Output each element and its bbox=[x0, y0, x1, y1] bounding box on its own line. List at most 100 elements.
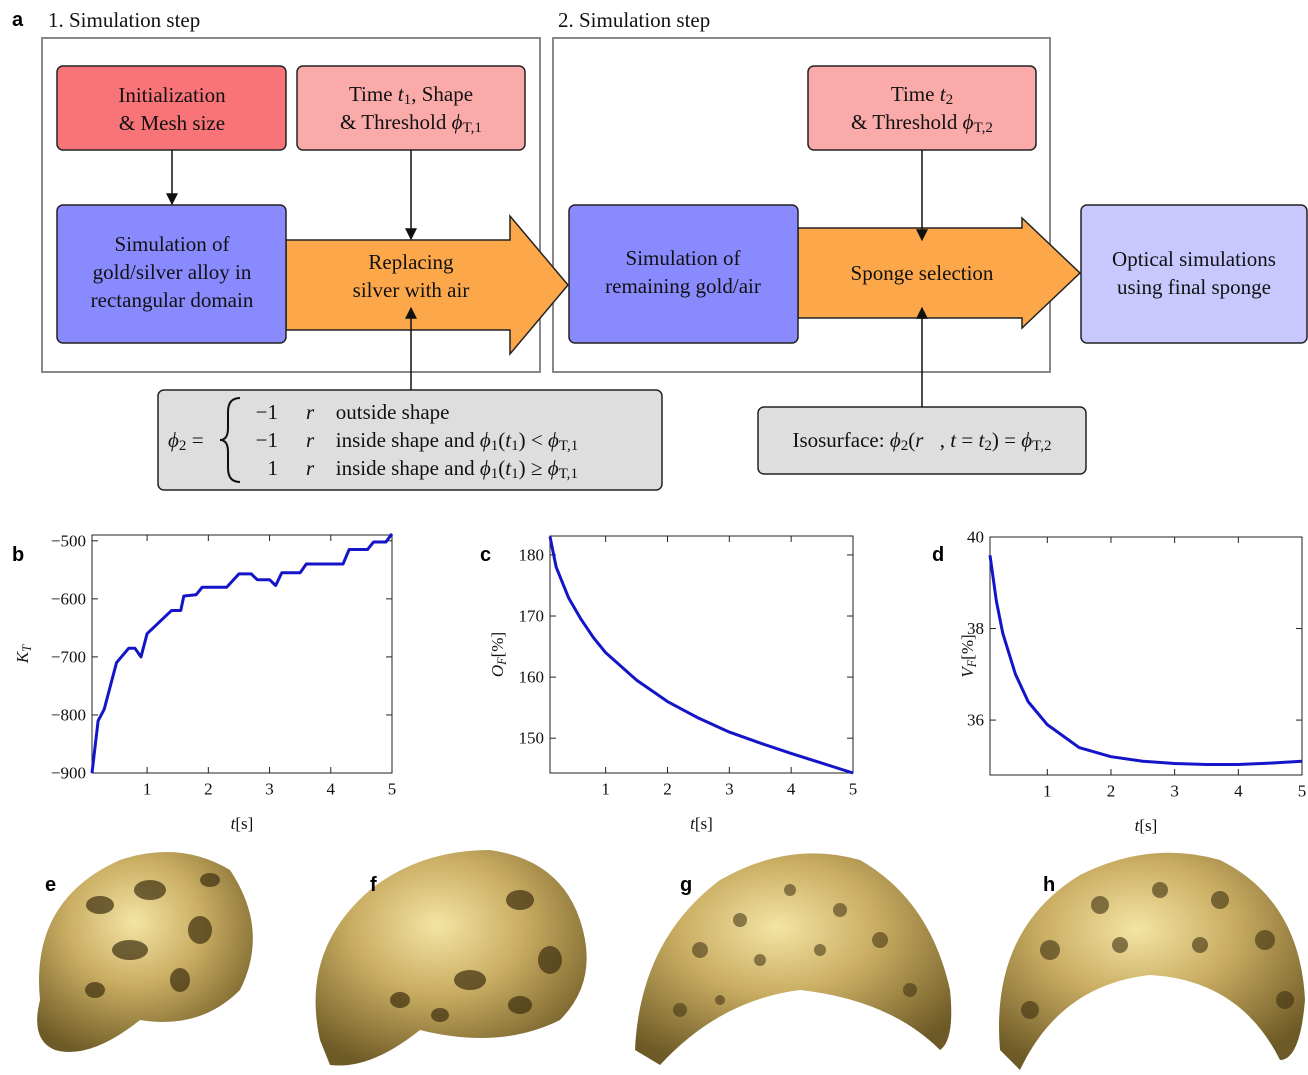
x-tick-label: 1 bbox=[601, 780, 610, 799]
text-segment: Time bbox=[891, 82, 940, 106]
y-tick-label: 160 bbox=[519, 668, 545, 687]
x-axis-label: t[s] bbox=[231, 814, 254, 833]
panel-label: f bbox=[370, 874, 377, 896]
y-axis-label: VF[%] bbox=[958, 634, 980, 677]
text-segment: ϕ bbox=[480, 456, 491, 480]
text-segment: r⃗ bbox=[306, 456, 331, 480]
text-segment: rectangular domain bbox=[91, 288, 254, 312]
panel-label: g bbox=[680, 874, 692, 896]
x-tick-label: 5 bbox=[388, 780, 397, 799]
axis-subscript: T bbox=[20, 644, 34, 652]
box-text: Initialization bbox=[118, 83, 226, 107]
text-segment: ( bbox=[498, 456, 505, 480]
text-segment: = bbox=[186, 428, 203, 452]
y-tick-label: 170 bbox=[519, 607, 545, 626]
box-text: & Threshold ϕT,1 bbox=[340, 110, 482, 136]
text-segment: 2 bbox=[901, 438, 909, 454]
text-segment: ϕ bbox=[548, 456, 559, 480]
y-axis-label: OF[%] bbox=[488, 632, 510, 677]
box-text: silver with air bbox=[353, 278, 470, 302]
text-segment: & Mesh size bbox=[119, 111, 225, 135]
text-segment: & Threshold bbox=[851, 110, 963, 134]
text-segment: ) < bbox=[519, 428, 548, 452]
x-tick-label: 3 bbox=[265, 780, 274, 799]
axis-unit: [%] bbox=[488, 632, 507, 657]
x-axis-label: t[s] bbox=[690, 814, 713, 833]
box-text: Time t1, Shape bbox=[349, 82, 473, 108]
text-segment: 1 bbox=[404, 92, 412, 108]
box bbox=[1081, 205, 1307, 343]
x-tick-label: 4 bbox=[327, 780, 336, 799]
text-segment: ( bbox=[908, 428, 915, 452]
text-segment: ϕ bbox=[548, 428, 559, 452]
text-segment: ϕ bbox=[480, 428, 491, 452]
axis-unit: [s] bbox=[1139, 816, 1157, 835]
x-tick-label: 5 bbox=[849, 780, 858, 799]
y-tick-label: −900 bbox=[51, 764, 86, 783]
figure: a 1. Simulation step 2. Simulation step bbox=[0, 0, 1308, 1075]
box-text: Optical simulations bbox=[1112, 247, 1276, 271]
box-text: using final sponge bbox=[1117, 275, 1271, 299]
text-segment: T,1 bbox=[559, 466, 578, 482]
step-label: 2. Simulation step bbox=[558, 8, 710, 32]
text-segment: r⃗ bbox=[915, 428, 940, 452]
text-segment: Isosurface: bbox=[792, 428, 889, 452]
plot-frame bbox=[990, 537, 1302, 775]
text-segment: T,1 bbox=[463, 120, 482, 136]
equation-value: −1 bbox=[256, 428, 278, 452]
text-segment: ϕ bbox=[1021, 428, 1032, 452]
y-tick-label: −600 bbox=[51, 589, 86, 608]
x-tick-label: 3 bbox=[1170, 782, 1179, 801]
plot-frame bbox=[550, 536, 853, 773]
box bbox=[297, 66, 525, 150]
box-text: & Threshold ϕT,2 bbox=[851, 110, 993, 136]
equation-condition: r⃗ inside shape and ϕ1(t1) < ϕT,1 bbox=[306, 428, 578, 454]
box-text: Simulation of bbox=[626, 246, 741, 270]
text-segment: Simulation of bbox=[626, 246, 741, 270]
text-segment: , bbox=[940, 428, 951, 452]
axis-unit: [s] bbox=[235, 814, 253, 833]
axis-unit: [%] bbox=[958, 634, 977, 659]
plot-frame bbox=[92, 535, 392, 773]
y-axis-label: KT bbox=[13, 644, 35, 664]
text-segment: ϕ bbox=[890, 428, 901, 452]
text-segment: 1 bbox=[511, 466, 519, 482]
x-tick-label: 1 bbox=[143, 780, 152, 799]
x-tick-label: 2 bbox=[204, 780, 213, 799]
x-tick-label: 1 bbox=[1043, 782, 1052, 801]
data-line bbox=[550, 537, 853, 773]
panel-label: c bbox=[480, 544, 491, 566]
box-text: & Mesh size bbox=[119, 111, 225, 135]
box-text: Time t2 bbox=[891, 82, 953, 108]
text-segment: inside shape and bbox=[331, 456, 480, 480]
box-text: rectangular domain bbox=[91, 288, 254, 312]
y-tick-label: −500 bbox=[51, 531, 86, 550]
sponge-render bbox=[37, 852, 253, 1052]
sponge-render bbox=[316, 850, 587, 1066]
x-tick-label: 4 bbox=[787, 780, 796, 799]
text-segment: r⃗ bbox=[306, 400, 331, 424]
box-text: gold/silver alloy in bbox=[93, 260, 252, 284]
step-label: 1. Simulation step bbox=[48, 8, 200, 32]
text-segment: ϕ bbox=[452, 110, 463, 134]
x-tick-label: 3 bbox=[725, 780, 734, 799]
equation-value: −1 bbox=[256, 400, 278, 424]
text-segment: Simulation of bbox=[115, 232, 230, 256]
text-segment: ) ≥ bbox=[519, 456, 548, 480]
x-axis-label: t[s] bbox=[1135, 816, 1158, 835]
text-segment: gold/silver alloy in bbox=[93, 260, 252, 284]
y-tick-label: −700 bbox=[51, 647, 86, 666]
x-tick-label: 2 bbox=[1107, 782, 1116, 801]
box-text: Sponge selection bbox=[851, 261, 994, 285]
text-segment: 2 bbox=[179, 438, 187, 454]
y-tick-label: 36 bbox=[967, 711, 984, 730]
text-segment: = bbox=[956, 428, 978, 452]
panel-label: a bbox=[12, 9, 24, 31]
text-segment: ( bbox=[498, 428, 505, 452]
data-line bbox=[990, 555, 1302, 764]
text-segment: outside shape bbox=[331, 400, 450, 424]
renders: e f g h bbox=[37, 850, 1305, 1070]
text-segment: 1 bbox=[491, 438, 499, 454]
equation-lhs: ϕ2 = bbox=[168, 428, 204, 454]
text-segment: 1 bbox=[491, 466, 499, 482]
